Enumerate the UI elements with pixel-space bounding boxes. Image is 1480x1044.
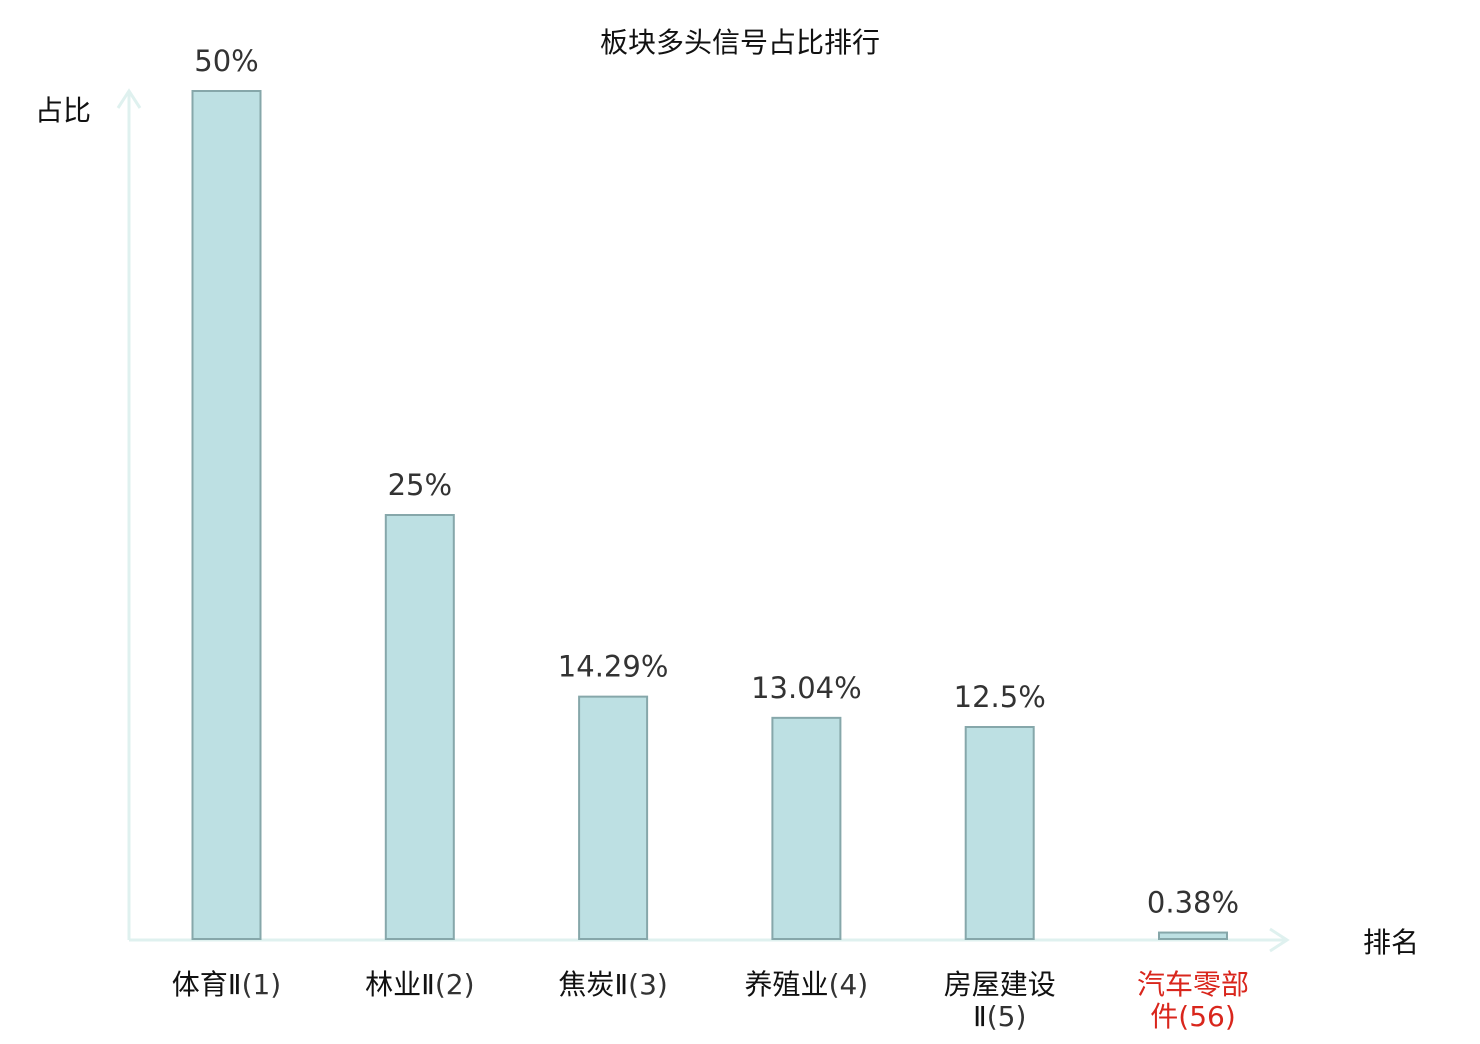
value-labels: 50% 25% 14.29% 13.04% 12.5% 0.38% xyxy=(194,44,1239,920)
x-axis-label: 排名 xyxy=(1363,926,1419,959)
category-label: Ⅱ(5) xyxy=(973,1000,1026,1033)
category-name: 件 xyxy=(1150,1000,1178,1033)
category-label: 体育Ⅱ(1) xyxy=(172,968,281,1001)
y-axis-label: 占比 xyxy=(35,94,91,127)
category-rank: (2) xyxy=(435,968,475,1001)
category-label: 林业Ⅱ(2) xyxy=(365,968,474,1001)
bar xyxy=(771,716,842,941)
category-rank: (56) xyxy=(1178,1000,1235,1033)
category-name: 林业Ⅱ xyxy=(365,968,435,1001)
value-label: 12.5% xyxy=(954,680,1046,714)
category-rank: (4) xyxy=(829,968,869,1001)
value-label: 13.04% xyxy=(751,671,862,705)
category-label: 房屋建设 xyxy=(944,968,1056,1001)
bar xyxy=(964,726,1035,940)
value-label: 0.38% xyxy=(1147,886,1239,920)
y-axis-arrowhead xyxy=(116,88,142,109)
category-rank: (1) xyxy=(242,968,282,1001)
category-name: 焦炭Ⅱ xyxy=(558,968,628,1001)
bar xyxy=(1158,931,1228,940)
axes xyxy=(116,88,1290,953)
category-name: Ⅱ xyxy=(973,1000,987,1033)
x-axis-arrowhead xyxy=(1269,927,1290,953)
chart-title: 板块多头信号占比排行 xyxy=(600,26,880,59)
value-label: 14.29% xyxy=(558,650,669,684)
category-rank: (5) xyxy=(987,1000,1027,1033)
category-name: 体育Ⅱ xyxy=(172,968,242,1001)
category-name: 养殖业 xyxy=(745,968,829,1001)
category-label: 件(56) xyxy=(1150,1000,1236,1033)
category-name: 房屋建设 xyxy=(944,968,1056,1001)
bar xyxy=(578,695,649,940)
bar xyxy=(384,514,455,940)
category-label: 焦炭Ⅱ(3) xyxy=(558,968,667,1001)
bars xyxy=(191,90,1228,941)
value-label: 25% xyxy=(388,468,452,502)
value-label: 50% xyxy=(194,44,258,78)
category-name: 汽车零部 xyxy=(1137,968,1249,1001)
bar xyxy=(191,90,262,940)
category-label: 汽车零部 xyxy=(1137,968,1249,1001)
category-label: 养殖业(4) xyxy=(745,968,869,1001)
category-rank: (3) xyxy=(628,968,668,1001)
